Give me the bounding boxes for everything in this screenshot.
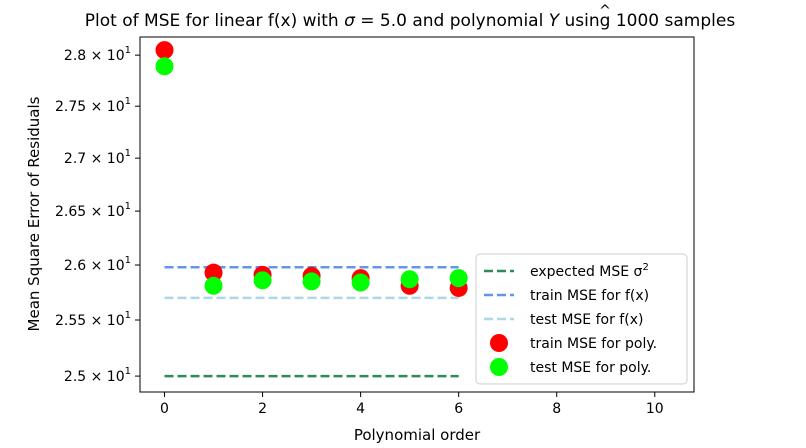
data-point	[302, 272, 321, 291]
data-point	[253, 271, 272, 290]
data-point	[204, 276, 223, 295]
x-tick-label: 10	[646, 401, 664, 417]
chart-title: Plot of MSE for linear f(x) with σ = 5.0…	[85, 11, 736, 31]
y-tick-label: 2.7 × 101	[64, 148, 131, 167]
series-layer	[155, 41, 468, 378]
y-tick-label: 2.5 × 101	[64, 366, 131, 385]
legend-label: test MSE for f(x)	[530, 312, 643, 328]
legend-marker-swatch	[490, 334, 508, 352]
data-point	[204, 263, 223, 282]
x-tick-label: 8	[552, 401, 561, 417]
y-axis-label: Mean Square Error of Residuals	[25, 96, 43, 331]
y-tick-label: 2.8 × 101	[64, 45, 131, 64]
data-point	[400, 270, 419, 289]
x-axis-ticks: 0 2 4 6 8 10	[160, 392, 664, 417]
y-tick-label: 2.6 × 101	[64, 255, 131, 274]
legend-label: train MSE for f(x)	[530, 288, 649, 304]
x-tick-label: 0	[160, 401, 169, 417]
legend-marker-swatch	[490, 358, 508, 376]
x-tick-label: 2	[258, 401, 267, 417]
data-point	[449, 269, 468, 288]
legend-label: test MSE for poly.	[530, 360, 651, 376]
legend-label: expected MSE σ2	[530, 262, 649, 280]
y-tick-label: 2.65 × 101	[55, 201, 131, 220]
plot-frame	[139, 36, 695, 393]
y-axis-ticks: 2.5 × 101 2.55 × 101 2.6 × 101 2.65 × 101 2.…	[55, 45, 140, 385]
x-tick-label: 4	[356, 401, 365, 417]
data-point	[351, 273, 370, 292]
x-axis-label: Polynomial order	[354, 426, 481, 444]
y-hat-mark: ^	[599, 3, 611, 19]
legend-box	[475, 253, 688, 385]
legend: expected MSE σ2 train MSE for f(x) test MS…	[475, 253, 688, 385]
x-tick-label: 6	[454, 401, 463, 417]
data-point	[155, 41, 174, 60]
legend-label: train MSE for poly.	[530, 336, 657, 352]
data-point	[155, 57, 174, 76]
y-hat-symbol: Y	[549, 11, 561, 31]
y-tick-label: 2.75 × 101	[55, 96, 131, 115]
legend-items: expected MSE σ2 train MSE for f(x) test MS…	[484, 262, 657, 376]
y-tick-label: 2.55 × 101	[55, 310, 131, 329]
